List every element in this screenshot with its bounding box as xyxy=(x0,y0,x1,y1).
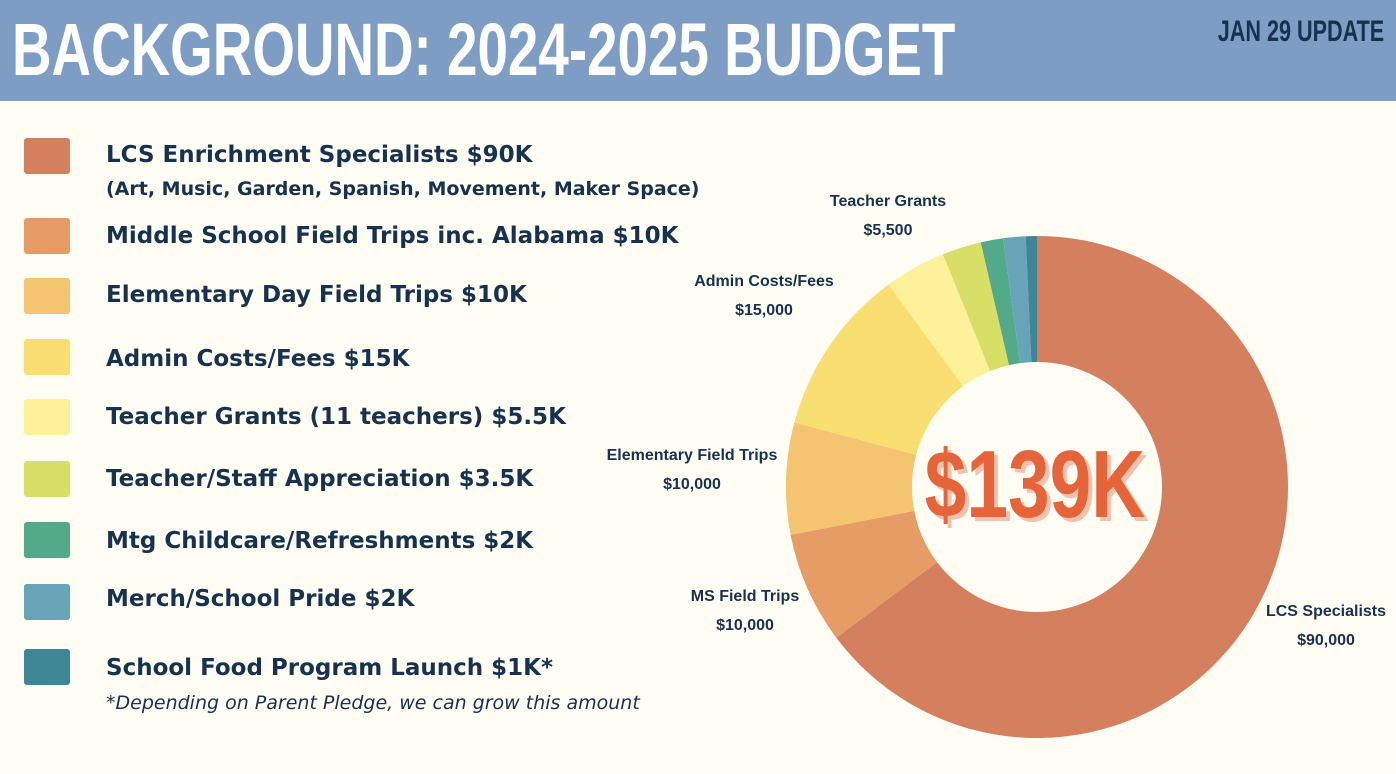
slice-merch-school-pride xyxy=(1003,236,1032,364)
legend-label: Teacher/Staff Appreciation $3.5K xyxy=(106,466,534,492)
slice-label-admin-costs-fees: Admin Costs/Fees xyxy=(694,273,834,290)
legend-label: Mtg Childcare/Refreshments $2K xyxy=(106,528,534,554)
update-tag: JAN 29 UPDATE xyxy=(1217,15,1384,48)
slice-mtg-childcare-refreshments xyxy=(980,238,1021,366)
slice-teacher-staff-appreciation xyxy=(942,242,1009,372)
header-band xyxy=(0,0,1396,101)
slice-value-elementary-field-trips: $10,000 xyxy=(663,476,721,493)
legend-sublabel: (Art, Music, Garden, Spanish, Movement, … xyxy=(106,178,700,200)
legend-swatch xyxy=(24,399,70,435)
slice-admin-costs-fees xyxy=(794,284,964,455)
page-title: BACKGROUND: 2024-2025 BUDGET xyxy=(12,8,956,91)
legend-swatch xyxy=(24,278,70,314)
slice-value-admin-costs-fees: $15,000 xyxy=(735,302,793,319)
slice-value-ms-field-trips: $10,000 xyxy=(716,617,774,634)
slice-labels: LCS Specialists $90,000 MS Field Trips $10,… xyxy=(607,193,1386,649)
slice-value-lcs-specialists: $90,000 xyxy=(1297,632,1355,649)
legend-swatch xyxy=(24,218,70,254)
center-total: $139K xyxy=(925,431,1146,538)
legend-label: Elementary Day Field Trips $10K xyxy=(106,282,527,308)
slice-label-elementary-field-trips: Elementary Field Trips xyxy=(607,447,778,464)
legend-swatch xyxy=(24,461,70,497)
slice-elementary-field-trips xyxy=(786,422,917,535)
legend-label: Merch/School Pride $2K xyxy=(106,586,415,612)
legend-swatch xyxy=(24,522,70,558)
legend-footnote: *Depending on Parent Pledge, we can grow… xyxy=(106,692,640,714)
slice-label-lcs-specialists: LCS Specialists xyxy=(1266,603,1386,620)
slice-label-teacher-grants: Teacher Grants xyxy=(830,193,946,210)
legend-swatch xyxy=(24,339,70,375)
slice-lcs-specialists xyxy=(836,236,1288,738)
legend-swatch xyxy=(24,138,70,174)
legend-label: LCS Enrichment Specialists $90K xyxy=(106,142,533,168)
legend-label: Middle School Field Trips inc. Alabama $… xyxy=(106,223,679,249)
slice-label-ms-field-trips: MS Field Trips xyxy=(691,588,800,605)
legend-label: Admin Costs/Fees $15K xyxy=(106,346,410,372)
donut-slices xyxy=(786,236,1288,738)
slice-value-teacher-grants: $5,500 xyxy=(864,222,913,239)
legend-label: School Food Program Launch $1K* xyxy=(106,655,554,681)
slice-teacher-grants xyxy=(888,254,991,387)
slice-school-food-program-launch xyxy=(1025,236,1037,363)
center-total-shadow: $139K xyxy=(929,435,1150,542)
legend-label: Teacher Grants (11 teachers) $5.5K xyxy=(106,404,566,430)
legend-swatch xyxy=(24,584,70,620)
slice-ms-field-trips xyxy=(790,510,938,638)
legend-swatch xyxy=(24,649,70,685)
